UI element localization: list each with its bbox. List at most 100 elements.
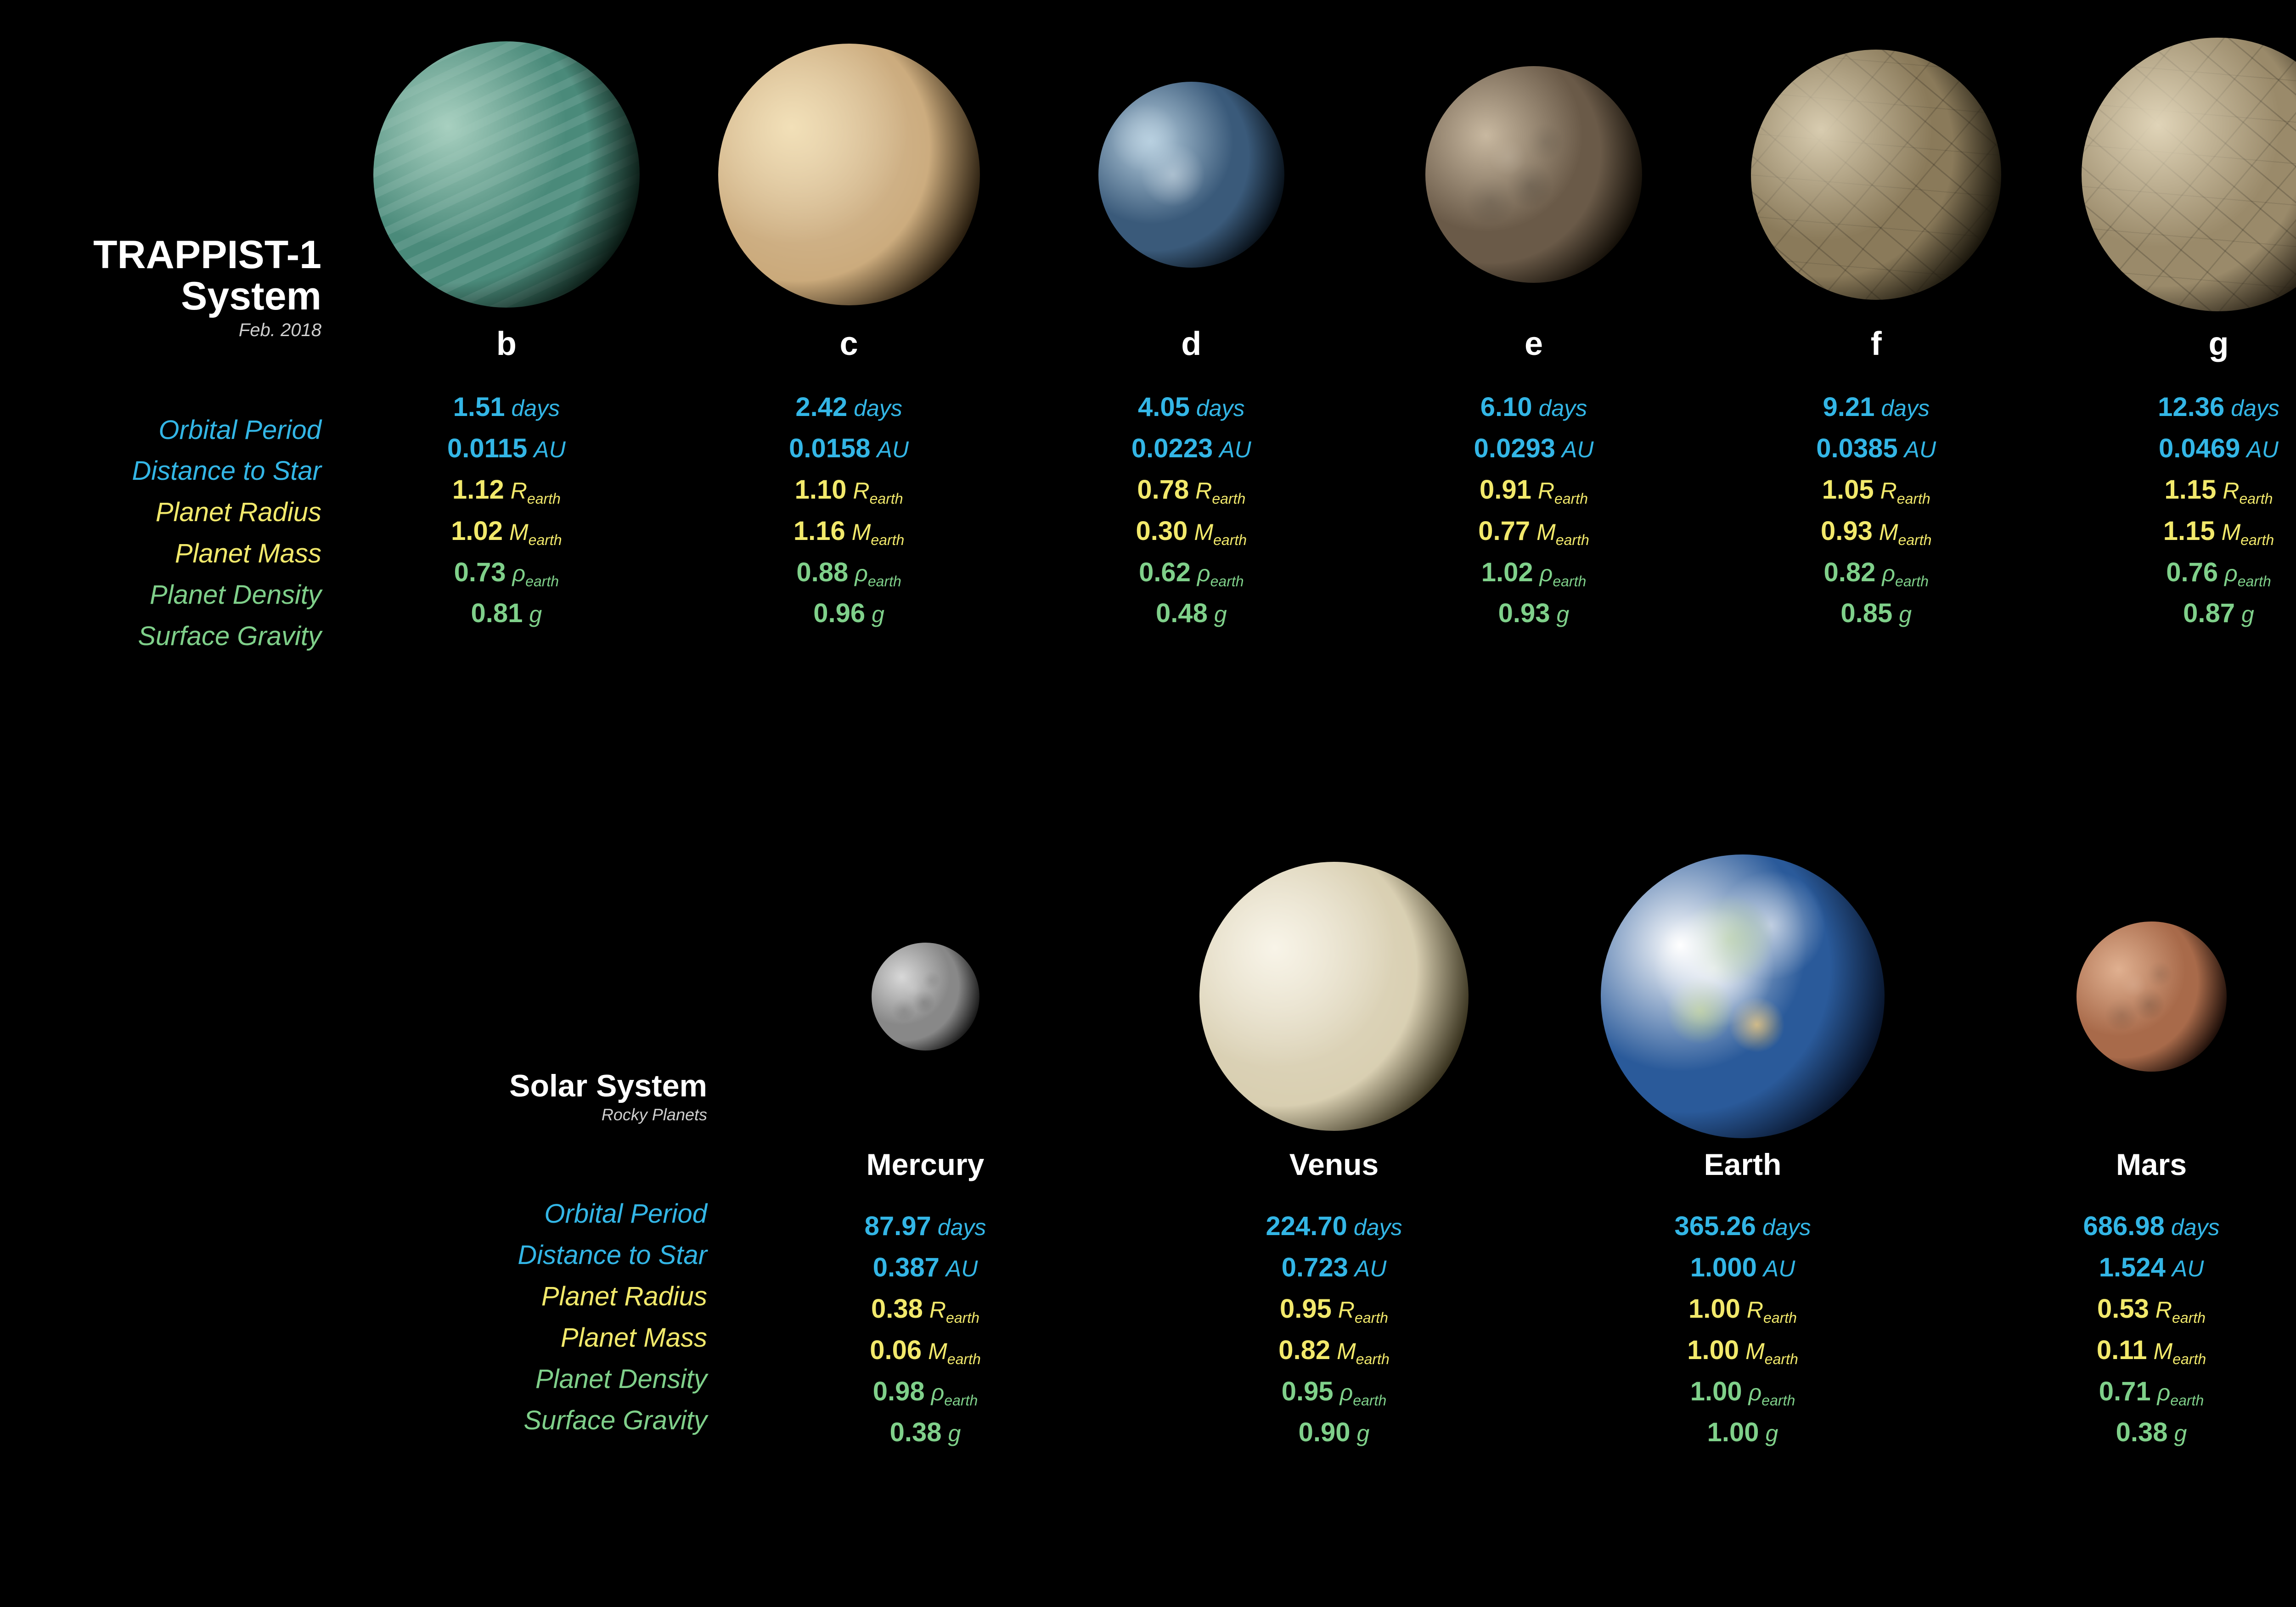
stat-value: 0.11 bbox=[2097, 1330, 2147, 1371]
solar-title: Solar System bbox=[404, 1070, 707, 1102]
stat-value: 87.97 bbox=[865, 1206, 931, 1247]
stat-radius: 0.78Rearth bbox=[1024, 469, 1358, 511]
stat-radius: 1.05Rearth bbox=[1710, 469, 2043, 511]
stat-density: 0.82ρearth bbox=[1710, 552, 2043, 593]
stat-unit: days bbox=[1196, 391, 1245, 427]
trappist-title: TRAPPIST-1 System bbox=[28, 234, 321, 317]
stat-unit: Rearth bbox=[1880, 473, 1930, 511]
planet-sphere-icon bbox=[1199, 862, 1469, 1131]
stat-unit: Rearth bbox=[1747, 1292, 1797, 1330]
stat-value: 1.00 bbox=[1688, 1288, 1740, 1330]
stat-density: 0.73ρearth bbox=[340, 552, 673, 593]
stat-distance: 1.000AU bbox=[1543, 1247, 1942, 1288]
property-label-mass: Planet Mass bbox=[28, 533, 321, 574]
planet-name-label: Mercury bbox=[867, 1147, 985, 1182]
planet-stats: 87.97days0.387AU0.38Rearth0.06Mearth0.98… bbox=[726, 1206, 1125, 1453]
stat-value: 6.10 bbox=[1480, 387, 1532, 428]
property-label-density: Planet Density bbox=[404, 1359, 707, 1400]
stat-value: 0.98 bbox=[873, 1371, 925, 1412]
stat-value: 1.15 bbox=[2163, 511, 2215, 552]
stat-density: 1.02ρearth bbox=[1367, 552, 1700, 593]
stat-unit: AU bbox=[1355, 1251, 1386, 1287]
stat-unit: ρearth bbox=[2157, 1375, 2204, 1412]
stat-value: 0.06 bbox=[870, 1330, 922, 1371]
stat-radius: 0.53Rearth bbox=[1952, 1288, 2296, 1330]
planet-illustration bbox=[1543, 854, 1942, 1139]
stat-value: 1.12 bbox=[452, 469, 504, 511]
stat-value: 0.38 bbox=[890, 1412, 942, 1453]
stat-unit: Mearth bbox=[2154, 1334, 2206, 1371]
stat-unit: days bbox=[1539, 391, 1587, 427]
stat-value: 1.00 bbox=[1690, 1371, 1742, 1412]
planet-stats: 224.70days0.723AU0.95Rearth0.82Mearth0.9… bbox=[1134, 1206, 1534, 1453]
trappist-system: TRAPPIST-1 System Feb. 2018 Orbital Peri… bbox=[28, 32, 2296, 657]
stat-unit: ρearth bbox=[1540, 556, 1587, 593]
property-label-density: Planet Density bbox=[28, 574, 321, 616]
trappist-subtitle: Feb. 2018 bbox=[28, 320, 321, 341]
stat-unit: ρearth bbox=[512, 556, 559, 593]
stat-mass: 0.11Mearth bbox=[1952, 1330, 2296, 1371]
stat-unit: Rearth bbox=[1538, 473, 1588, 511]
stat-unit: ρearth bbox=[1197, 556, 1244, 593]
stat-value: 1.00 bbox=[1687, 1330, 1739, 1371]
stat-unit: g bbox=[1357, 1416, 1370, 1452]
stat-unit: days bbox=[1354, 1210, 1402, 1246]
stat-unit: g bbox=[2241, 597, 2254, 633]
planet-illustration bbox=[726, 854, 1125, 1139]
stat-density: 1.00ρearth bbox=[1543, 1371, 1942, 1412]
planet-stats: 2.42days0.0158AU1.10Rearth1.16Mearth0.88… bbox=[682, 387, 1016, 634]
stat-unit: ρearth bbox=[931, 1375, 978, 1412]
planet-illustration bbox=[1367, 32, 1700, 317]
solar-system: Solar System Rocky Planets Orbital Perio… bbox=[404, 854, 2296, 1453]
stat-orbital_period: 9.21days bbox=[1710, 387, 2043, 428]
stat-value: 4.05 bbox=[1138, 387, 1190, 428]
stat-unit: g bbox=[529, 597, 542, 633]
planet-name-label: b bbox=[496, 325, 517, 363]
stat-radius: 1.10Rearth bbox=[682, 469, 1016, 511]
property-label-orbital_period: Orbital Period bbox=[28, 410, 321, 451]
stat-value: 0.90 bbox=[1299, 1412, 1351, 1453]
stat-value: 0.88 bbox=[796, 552, 848, 593]
planet-sphere-icon bbox=[373, 41, 640, 308]
stat-orbital_period: 224.70days bbox=[1134, 1206, 1534, 1247]
stat-unit: days bbox=[854, 391, 902, 427]
stat-value: 0.87 bbox=[2183, 593, 2235, 634]
stat-density: 0.88ρearth bbox=[682, 552, 1016, 593]
stat-gravity: 0.90g bbox=[1134, 1412, 1534, 1453]
stat-density: 0.95ρearth bbox=[1134, 1371, 1534, 1412]
stat-value: 0.53 bbox=[2097, 1288, 2149, 1330]
stat-density: 0.98ρearth bbox=[726, 1371, 1125, 1412]
stat-density: 0.76ρearth bbox=[2052, 552, 2296, 593]
stat-value: 0.0385 bbox=[1816, 428, 1897, 469]
stat-unit: Mearth bbox=[1337, 1334, 1390, 1371]
stat-orbital_period: 686.98days bbox=[1952, 1206, 2296, 1247]
stat-value: 0.91 bbox=[1480, 469, 1531, 511]
stat-unit: Rearth bbox=[2223, 473, 2273, 511]
stat-radius: 0.38Rearth bbox=[726, 1288, 1125, 1330]
stat-distance: 0.0158AU bbox=[682, 428, 1016, 469]
planet-sphere-icon bbox=[1098, 82, 1284, 268]
stat-unit: ρearth bbox=[855, 556, 901, 593]
stat-value: 1.51 bbox=[453, 387, 505, 428]
stat-value: 12.36 bbox=[2158, 387, 2224, 428]
stat-distance: 0.723AU bbox=[1134, 1247, 1534, 1288]
stat-radius: 1.00Rearth bbox=[1543, 1288, 1942, 1330]
planet-stats: 9.21days0.0385AU1.05Rearth0.93Mearth0.82… bbox=[1710, 387, 2043, 634]
stat-unit: AU bbox=[877, 432, 909, 468]
stat-value: 0.93 bbox=[1498, 593, 1550, 634]
stat-value: 1.16 bbox=[793, 511, 845, 552]
stat-value: 0.62 bbox=[1139, 552, 1191, 593]
stat-unit: Rearth bbox=[2155, 1292, 2206, 1330]
stat-unit: Mearth bbox=[852, 515, 905, 552]
stat-unit: Mearth bbox=[1745, 1334, 1798, 1371]
property-label-mass: Planet Mass bbox=[404, 1317, 707, 1359]
stat-mass: 1.16Mearth bbox=[682, 511, 1016, 552]
planet-illustration bbox=[1710, 32, 2043, 317]
trappist-planet-g: g12.36days0.0469AU1.15Rearth1.15Mearth0.… bbox=[2052, 32, 2296, 634]
stat-unit: ρearth bbox=[1340, 1375, 1387, 1412]
stat-value: 365.26 bbox=[1674, 1206, 1756, 1247]
stat-orbital_period: 1.51days bbox=[340, 387, 673, 428]
stat-unit: ρearth bbox=[2224, 556, 2271, 593]
solar-planet-earth: Earth365.26days1.000AU1.00Rearth1.00Mear… bbox=[1543, 854, 1942, 1453]
stat-value: 1.02 bbox=[451, 511, 503, 552]
